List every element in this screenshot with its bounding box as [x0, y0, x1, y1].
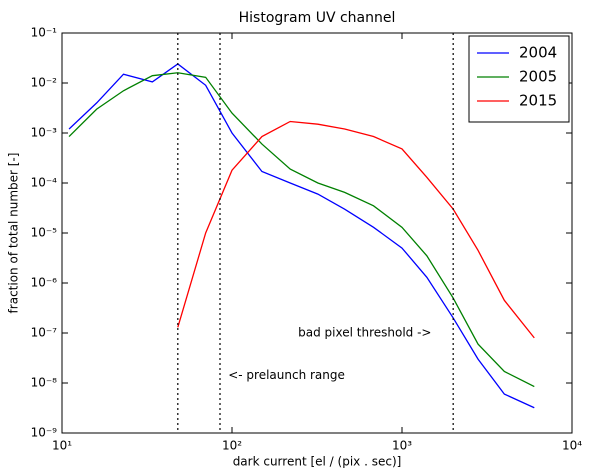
y-tick-label: 10⁻⁵ [31, 226, 58, 240]
plot-frame [61, 32, 573, 434]
legend-label: 2015 [519, 92, 557, 110]
y-tick-label: 10⁻⁹ [31, 426, 58, 440]
x-tick-label: 10⁴ [562, 439, 582, 453]
y-tick-label: 10⁻³ [31, 126, 58, 140]
y-tick-label: 10⁻⁸ [31, 376, 58, 390]
x-tick-label: 10³ [392, 439, 412, 453]
x-tick-label: 10¹ [52, 439, 72, 453]
legend-label: 2004 [519, 44, 557, 62]
y-tick-label: 10⁻² [31, 76, 58, 90]
legend: 2004 2005 2015 [468, 35, 570, 123]
legend-label: 2005 [519, 68, 557, 86]
chart-title: Histogram UV channel [239, 10, 396, 26]
x-tick-label: 10² [222, 439, 242, 453]
annotation: <- prelaunch range [228, 368, 345, 382]
series-line [68, 63, 535, 409]
series-line [68, 72, 535, 388]
y-tick-label: 10⁻⁷ [31, 326, 58, 340]
legend-box [468, 35, 570, 123]
x-axis-label: dark current [el / (pix . sec)] [233, 455, 402, 469]
y-tick-label: 10⁻⁴ [31, 176, 58, 190]
y-tick-label: 10⁻⁶ [31, 276, 58, 290]
annotation: bad pixel threshold -> [298, 326, 431, 340]
series-line [177, 120, 535, 339]
y-tick-label: 10⁻¹ [31, 26, 58, 40]
y-axis-label: fraction of total number [-] [7, 153, 21, 314]
